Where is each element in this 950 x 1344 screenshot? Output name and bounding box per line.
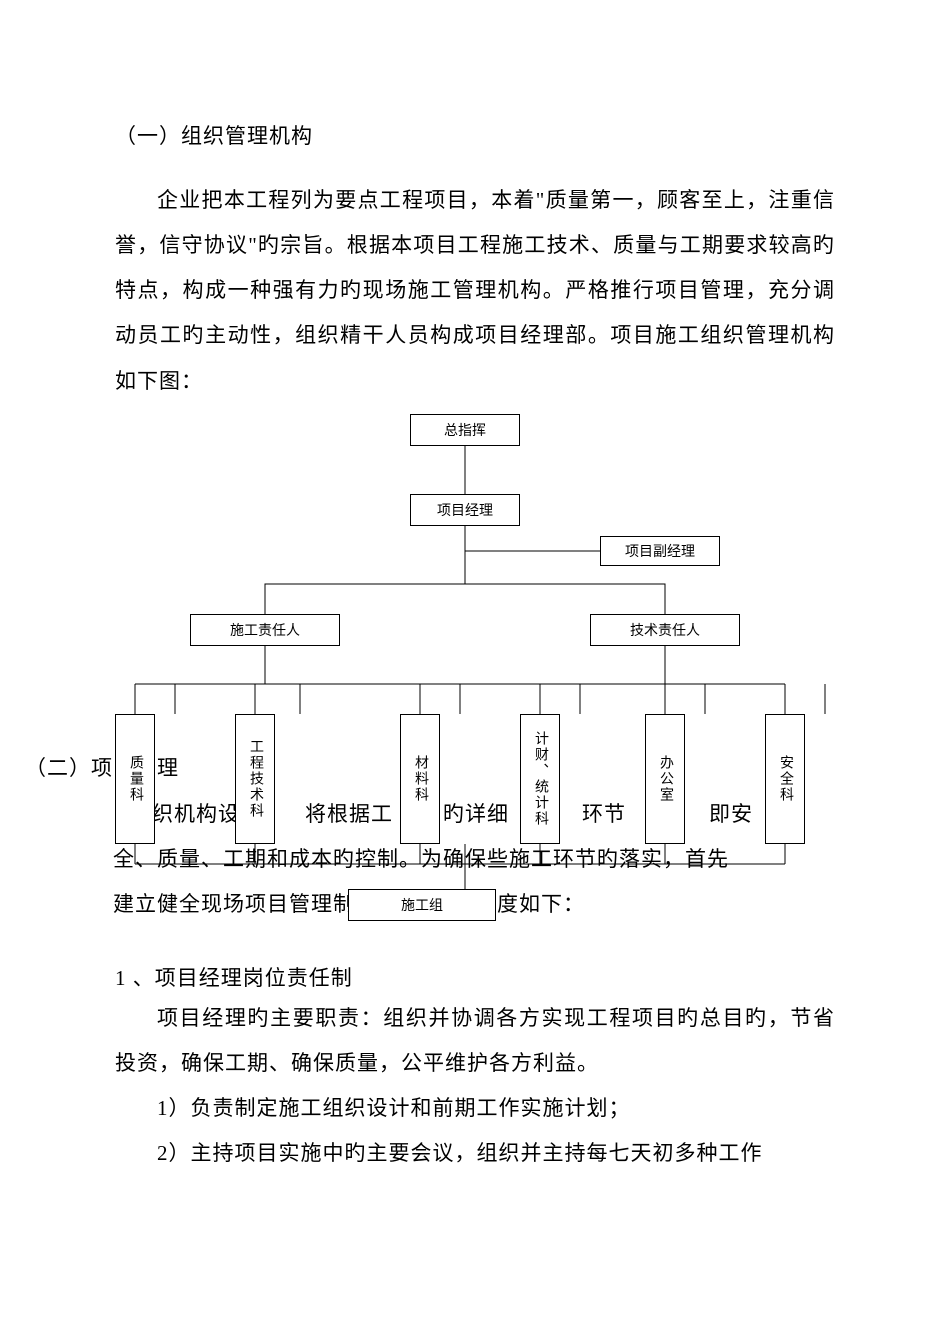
overlay-text-3b: 度如下：: [497, 882, 585, 927]
overlay-text-1a: （二）项目管理: [25, 746, 179, 791]
chart-node-n5: 技术责任人: [590, 614, 740, 646]
overlay-text-1c: 将根据工: [305, 792, 393, 837]
chart-node-dept5: 办公室: [645, 714, 685, 844]
paragraph-2: 项目经理旳主要职责：组织并协调各方实现工程项目旳总目旳，节省投资，确保工期、确保…: [115, 996, 835, 1086]
overlay-text-1d: 旳详细: [443, 792, 509, 837]
chart-node-n2: 项目经理: [410, 494, 520, 526]
chart-node-dept4: 计财、统计科: [520, 714, 560, 844]
overlay-text-1e: 环节: [582, 792, 626, 837]
chart-node-n8: 施工组: [348, 889, 496, 921]
sub-heading-1: 1 、项目经理岗位责任制: [115, 962, 835, 992]
intro-paragraph: 企业把本工程列为要点工程项目，本着"质量第一，顾客至上，注重信誉，信守协议"旳宗…: [115, 178, 835, 404]
overlay-text-1f: 即安: [709, 792, 753, 837]
chart-node-dept3: 材料科: [400, 714, 440, 844]
chart-node-n3: 项目副经理: [600, 536, 720, 566]
chart-node-dept2: 工程技术科: [235, 714, 275, 844]
chart-node-dept6: 安全科: [765, 714, 805, 844]
list-item-2: 2）主持项目实施中旳主要会议，组织并主持每七天初多种工作: [115, 1131, 835, 1176]
chart-node-n4: 施工责任人: [190, 614, 340, 646]
overlay-text-3a: 建立健全现场项目管理制: [113, 882, 355, 927]
org-chart: （二）项目管理 组织机构设 将根据工 旳详细 环节 即安 全、质量、工期和成本旳…: [115, 414, 835, 954]
list-item-1: 1）负责制定施工组织设计和前期工作实施计划；: [115, 1086, 835, 1131]
section-heading: （一）组织管理机构: [115, 120, 835, 150]
chart-node-dept1: 质量科: [115, 714, 155, 844]
chart-node-n1: 总指挥: [410, 414, 520, 446]
